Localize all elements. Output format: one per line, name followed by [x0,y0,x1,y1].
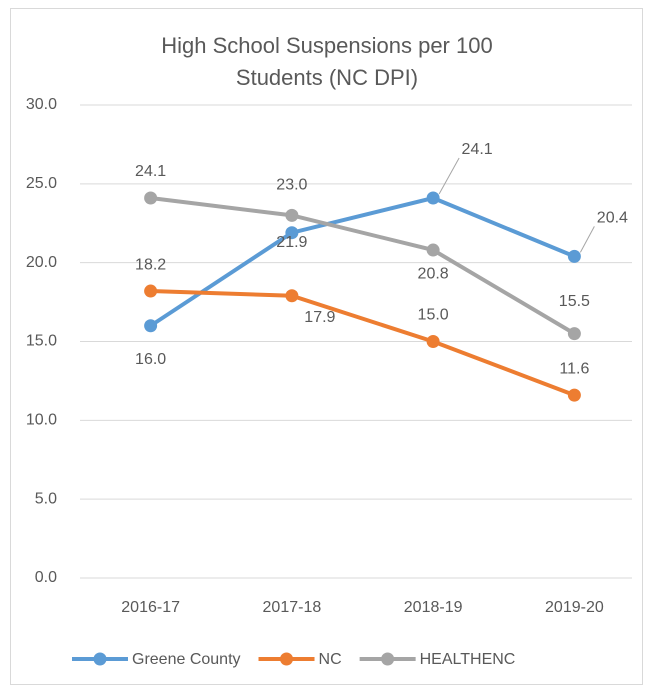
data-label: 16.0 [135,351,166,368]
data-point [426,243,440,257]
data-point [144,191,158,205]
data-point [285,289,299,303]
data-point [567,249,581,263]
data-label: 20.4 [597,210,628,227]
legend-label: NC [319,651,342,668]
y-tick-label: 0.0 [35,569,57,586]
x-tick-label: 2016-17 [121,599,180,616]
x-tick-label: 2018-19 [404,599,463,616]
data-label: 21.9 [276,234,307,251]
x-tick-label: 2017-18 [263,599,322,616]
data-point [567,388,581,402]
legend-label: HEALTHENC [420,651,516,668]
chart-border [10,8,643,685]
legend-marker [93,652,107,666]
data-label: 15.0 [418,307,449,324]
leader-line [438,157,460,195]
data-point [567,327,581,341]
data-point [426,335,440,348]
data-point [285,208,299,222]
legend-marker [381,652,395,666]
data-label: 18.2 [135,256,166,273]
series-line [148,195,577,328]
data-point [426,191,440,205]
y-tick-label: 20.0 [26,254,57,271]
data-label: 11.6 [559,360,589,377]
x-tick-label: 2019-20 [545,599,604,616]
legend-label: Greene County [132,651,241,668]
y-tick-label: 10.0 [26,412,57,429]
data-point [144,284,158,298]
y-tick-label: 30.0 [26,96,57,113]
series-line [148,196,577,336]
data-label: 24.1 [462,141,493,158]
data-label: 24.1 [135,163,166,180]
y-tick-label: 15.0 [26,333,57,350]
data-label: 20.8 [418,265,449,282]
data-point [144,319,158,333]
data-label: 17.9 [304,309,335,326]
data-label: 23.0 [276,177,307,194]
y-tick-label: 5.0 [35,490,57,507]
chart-title: High School Suspensions per 100 Students… [161,33,493,90]
data-label: 15.5 [559,293,590,310]
y-tick-label: 25.0 [26,175,57,192]
legend-marker [280,652,294,666]
leader-line [579,226,595,253]
series-line [148,289,577,398]
data-point [285,226,299,240]
